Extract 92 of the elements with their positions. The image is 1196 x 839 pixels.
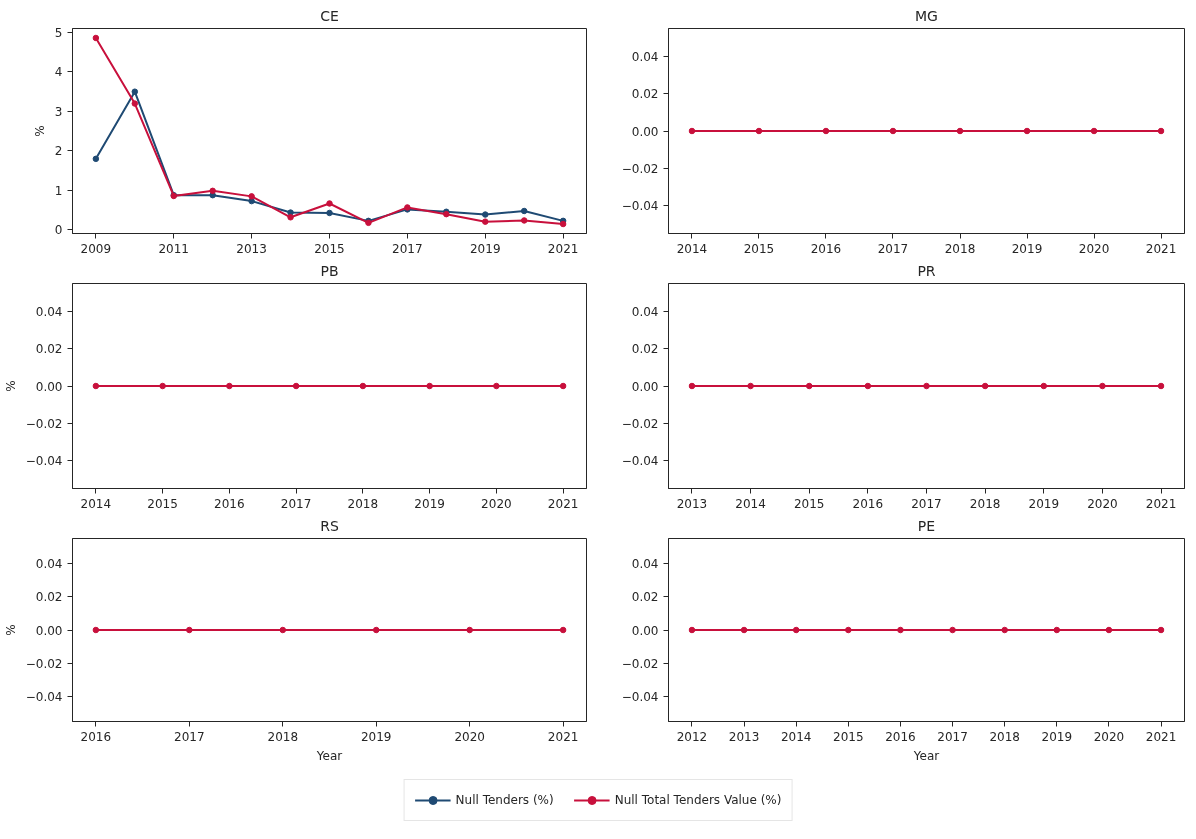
x-tick-label: 2011 [158,241,190,256]
y-tick-label: −0.04 [621,454,659,469]
y-tick-label: 2 [54,144,63,159]
y-tick-label: −0.02 [25,416,63,431]
y-tick-label: −0.02 [621,416,659,431]
x-tick-label: 2014 [735,496,766,511]
y-tick-label: −0.04 [621,690,659,705]
x-tick-label: 2021 [547,729,579,744]
y-tick-label: 0.02 [631,590,659,605]
x-tick-label: 2015 [743,241,775,256]
y-tick-label: 0.04 [631,49,659,64]
x-tick-label: 2014 [780,729,812,744]
x-tick-label: 2015 [833,729,864,744]
x-tick-label: 2020 [1093,729,1125,744]
legend-label: Null Total Tenders Value (%) [614,792,782,807]
y-tick-label: −0.02 [25,656,63,671]
x-tick-label: 2019 [360,729,392,744]
y-tick-label: 0.04 [35,556,63,571]
x-tick-label: 2020 [481,496,512,511]
y-tick-label: −0.04 [25,454,63,469]
x-tick-label: 2017 [392,241,423,256]
x-tick-label: 2016 [810,241,842,256]
x-tick-label: 2016 [852,496,884,511]
y-tick-label: 4 [54,65,63,80]
x-tick-label: 2019 [1028,496,1060,511]
x-tick-label: 2021 [1145,496,1177,511]
x-tick-label: 2013 [728,729,760,744]
y-tick-label: 0.02 [35,590,63,605]
y-tick-label: 0.00 [631,623,659,638]
y-tick-label: 0.00 [35,623,63,638]
y-tick-label: 3 [54,104,63,119]
y-tick-label: 0.02 [35,342,63,357]
x-axis-title: Year [315,748,343,763]
y-tick-label: 0.02 [631,342,659,357]
x-tick-label: 2017 [877,241,909,256]
chart-title: MG [915,7,938,24]
y-tick-label: 0 [54,223,63,238]
x-tick-label: 2012 [676,729,708,744]
y-tick-label: 0.00 [631,379,659,394]
x-tick-label: 2021 [547,496,579,511]
y-tick-label: 0.02 [631,87,659,102]
chart-title: PE [917,517,936,534]
x-tick-label: 2013 [236,241,267,256]
y-axis-title: % [3,624,18,636]
chart-title: PR [917,262,936,279]
x-tick-label: 2014 [676,241,708,256]
y-axis-title: % [32,125,47,137]
x-tick-label: 2014 [80,496,112,511]
x-tick-label: 2016 [885,729,916,744]
x-tick-label: 2018 [944,241,976,256]
x-tick-label: 2019 [1041,729,1073,744]
y-tick-label: −0.04 [25,690,63,705]
y-tick-label: −0.02 [621,161,659,176]
x-tick-label: 2019 [1011,241,1043,256]
x-tick-label: 2015 [147,496,178,511]
x-tick-label: 2018 [969,496,1001,511]
y-tick-label: 5 [54,25,63,40]
x-tick-label: 2019 [414,496,445,511]
x-tick-label: 2021 [547,241,579,256]
x-tick-label: 2021 [1145,241,1177,256]
x-tick-label: 2015 [314,241,345,256]
x-tick-label: 2020 [454,729,485,744]
x-axis-title: Year [912,748,940,763]
y-tick-label: −0.02 [621,656,659,671]
y-tick-label: 0.04 [35,304,63,319]
x-tick-label: 2016 [80,729,112,744]
legend-label: Null Tenders (%) [455,792,554,807]
x-tick-label: 2009 [80,241,112,256]
x-tick-label: 2019 [469,241,501,256]
x-tick-label: 2017 [911,496,942,511]
x-tick-label: 2017 [280,496,312,511]
x-tick-label: 2018 [347,496,379,511]
chart-title: CE [320,7,339,24]
x-tick-label: 2018 [267,729,299,744]
x-tick-label: 2018 [989,729,1020,744]
y-tick-label: 0.04 [631,556,659,571]
chart-title: RS [320,517,339,534]
y-tick-label: 0.00 [35,379,63,394]
x-tick-label: 2017 [937,729,968,744]
y-tick-label: 0.04 [631,304,659,319]
x-tick-label: 2021 [1145,729,1177,744]
x-tick-label: 2017 [174,729,205,744]
x-tick-label: 2015 [793,496,825,511]
y-axis-title: % [3,380,18,392]
y-tick-label: 0.00 [631,124,659,139]
x-tick-label: 2016 [214,496,245,511]
y-tick-label: 1 [54,183,63,198]
x-tick-label: 2020 [1078,241,1110,256]
x-tick-label: 2020 [1087,496,1118,511]
chart-title: PB [320,262,339,279]
y-tick-label: −0.04 [621,199,659,214]
x-tick-label: 2013 [676,496,708,511]
